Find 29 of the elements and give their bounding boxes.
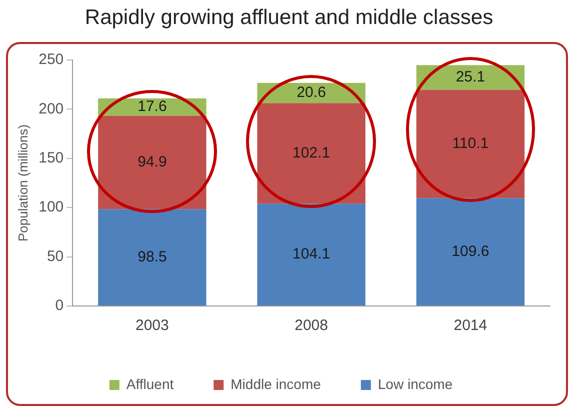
data-label: 20.6 <box>296 84 326 102</box>
x-tick-label: 2008 <box>294 317 328 334</box>
y-tick-label: 150 <box>38 150 64 167</box>
y-tick-label: 0 <box>55 297 64 314</box>
data-label: 102.1 <box>292 144 330 162</box>
y-tick-label: 50 <box>46 248 64 265</box>
y-tick-label: 200 <box>38 100 64 118</box>
data-label: 110.1 <box>452 135 489 152</box>
y-axis-title: Population (millions) <box>15 124 30 242</box>
x-tick-label: 2003 <box>136 317 169 334</box>
data-label: 104.1 <box>292 246 330 263</box>
data-label: 109.6 <box>452 242 490 260</box>
bar <box>98 116 206 210</box>
data-label: 98.5 <box>138 248 167 266</box>
bar <box>98 209 206 306</box>
legend-label: Affluent <box>126 376 174 392</box>
x-tick-label: 2014 <box>454 317 488 334</box>
y-tick-label: 100 <box>38 198 64 216</box>
bar <box>416 198 525 306</box>
bar <box>416 90 525 198</box>
bar <box>257 103 366 204</box>
legend-label: Low income <box>378 376 453 392</box>
y-tick-label: 250 <box>38 51 64 68</box>
data-label: 25.1 <box>456 68 486 86</box>
legend-label: Middle income <box>230 376 322 392</box>
data-label: 94.9 <box>138 154 167 171</box>
data-label: 17.6 <box>138 98 167 116</box>
bar <box>257 204 366 306</box>
chart-title: Rapidly growing affluent and middle classes <box>84 6 494 30</box>
